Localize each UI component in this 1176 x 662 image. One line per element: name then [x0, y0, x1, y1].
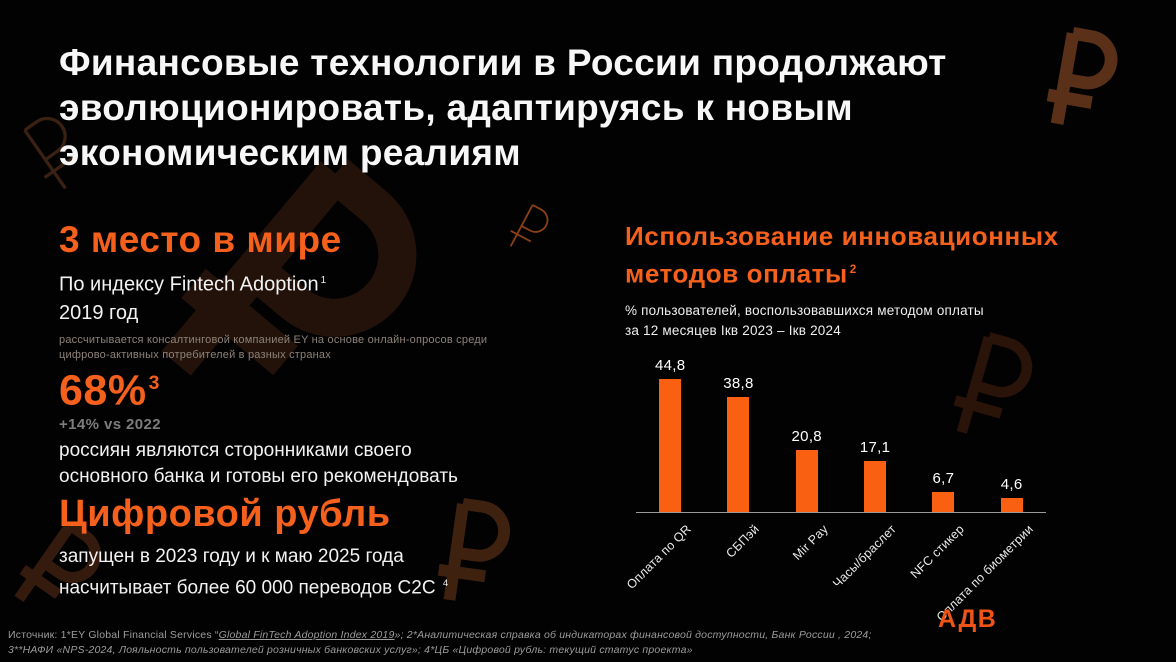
chart-title-text: Использование инновационных методов опла…: [625, 221, 1059, 289]
footnote-marker: 4: [442, 578, 449, 589]
fact-subline: По индексу Fintech Adoption 1 2019 год: [59, 267, 599, 327]
bar-group: 6,7 NFC стикер: [908, 352, 977, 581]
chart-subtitle: % пользователей, воспользовавшихся метод…: [625, 303, 984, 338]
footer-sources: Источник: 1*EY Global Financial Services…: [8, 628, 1168, 658]
fact-body: запущен в 2023 году и к маю 2025 года на…: [59, 543, 599, 601]
bar: [659, 379, 682, 512]
slide-title: Финансовые технологии в России продолжаю…: [59, 42, 947, 173]
bar-value-label: 17,1: [859, 439, 891, 456]
adv-logo: АДВ: [938, 605, 998, 633]
bar: [727, 397, 750, 512]
bar-value-label: 6,7: [932, 470, 955, 487]
source-report-link[interactable]: Global FinTech Adoption Index 2019: [218, 629, 395, 641]
footnote-marker: 2: [849, 263, 857, 276]
fact-body-text: запущен в 2023 году и к маю 2025 года на…: [59, 546, 436, 599]
bar-value-label: 44,8: [654, 357, 686, 374]
bar-group: 44,8 Оплата по QR: [624, 352, 704, 592]
chart-title: Использование инновационных методов опла…: [625, 220, 1145, 291]
bar-value-label: 38,8: [723, 375, 754, 392]
bar: [795, 450, 818, 512]
bar-chart-plot: 44,8 Оплата по QR 38,8 СБПэй 20,8 Mir Pay 17,1…: [624, 352, 1046, 624]
bar-group: 4,6 Оплата по биометрии: [933, 352, 1045, 624]
fact-block-world-rank: 3 место в мире По индексу Fintech Adopti…: [59, 218, 599, 363]
fact-block-nps: 68% 3 +14% vs 2022 россиян являются сторо…: [59, 360, 599, 490]
footnote-marker: 3: [148, 372, 160, 394]
bar: [932, 492, 955, 512]
bar-group: 20,8 Mir Pay: [773, 352, 841, 563]
footnote-marker: 1: [320, 275, 327, 286]
fact-year: 2019 год: [59, 301, 139, 324]
bar: [1000, 498, 1023, 512]
fact-headline: 3 место в мире: [59, 219, 342, 260]
fact-subline-text: По индексу Fintech Adoption: [59, 273, 319, 296]
fact-value-text: 68%: [59, 366, 147, 415]
fact-headline: Цифровой рубль: [59, 493, 391, 535]
fact-value: 68% 3: [59, 360, 599, 413]
fact-block-digital-ruble: Цифровой рубль запущен в 2023 году и к м…: [59, 492, 599, 601]
source-line1-rest: »; 2*Аналитическая справка об индикатора…: [394, 629, 872, 641]
fact-delta: +14% vs 2022: [59, 416, 161, 434]
x-axis-line: [636, 512, 1046, 513]
bar-group: 17,1 Часы/браслет: [830, 352, 909, 591]
bar-value-label: 4,6: [1000, 476, 1023, 493]
bar: [864, 461, 887, 512]
source-line1-prefix: Источник: 1*EY Global Financial Services…: [8, 629, 219, 641]
bar-value-label: 20,8: [791, 428, 822, 445]
fact-footnote: рассчитывается консалтинговой компанией …: [59, 333, 488, 361]
fact-body: россиян являются сторонниками своего осн…: [59, 440, 458, 488]
bar-group: 38,8 СБПэй: [704, 352, 772, 561]
source-line2: 3**НАФИ «NPS-2024, Лояльность пользовате…: [8, 644, 693, 656]
